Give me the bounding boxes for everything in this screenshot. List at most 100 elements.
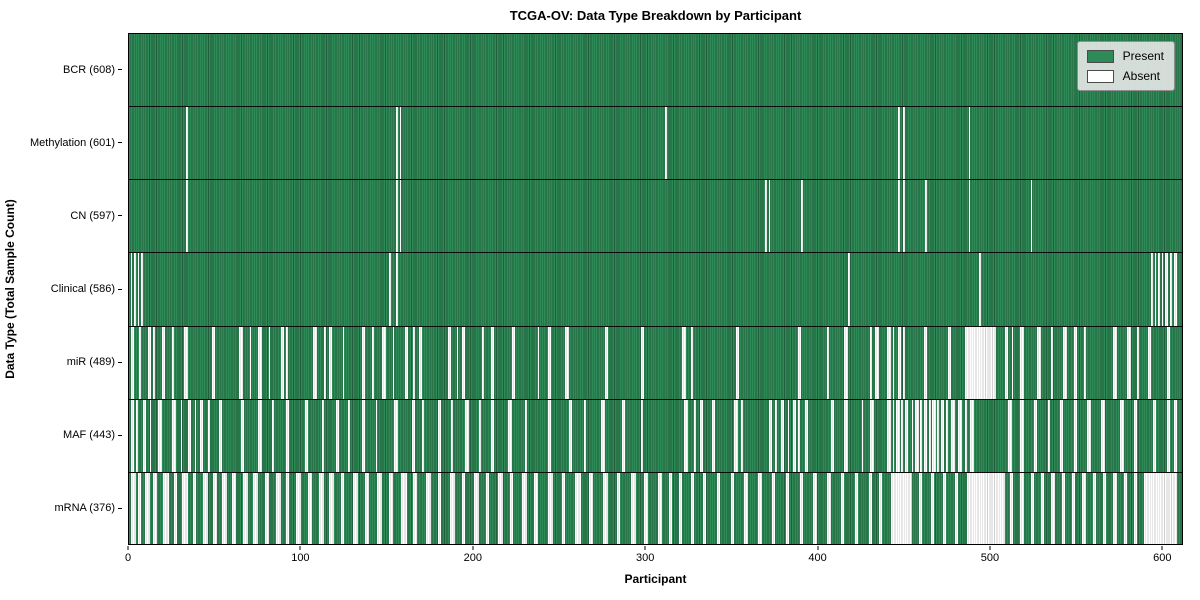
absent-stripe [1147,326,1152,399]
absent-stripe [341,472,345,544]
absent-stripe [413,326,416,399]
absent-stripe [861,399,864,472]
y-tick-label: MAF (443) [63,429,115,442]
x-tick-mark [299,546,301,550]
absent-stripe [547,399,552,472]
absent-stripe [1092,472,1097,544]
absent-stripe [377,472,383,544]
absent-stripe [840,472,845,544]
absent-stripe [968,180,971,253]
absent-stripe [547,472,554,544]
absent-stripe [399,180,402,253]
absent-stripe [144,472,150,544]
absent-stripe [1151,253,1153,326]
absent-stripe [161,326,166,399]
heatmap-row [129,399,1182,473]
y-tick-mark [118,434,122,436]
x-tick-label: 400 [808,552,827,564]
absent-stripe [396,253,398,326]
absent-stripe [285,472,290,544]
y-tick-label: CN (597) [70,209,115,222]
absent-stripe [180,399,183,472]
absent-stripe [658,472,662,544]
absent-stripe [413,472,417,544]
absent-stripe [954,472,959,544]
absent-stripe [1011,326,1014,399]
absent-stripe [461,326,466,399]
absent-stripe [775,399,778,472]
absent-stripe [844,326,848,399]
absent-stripe [575,472,581,544]
absent-stripe [892,326,895,399]
absent-stripe [353,472,359,544]
absent-stripe [630,472,636,544]
heatmap-row [129,107,1182,181]
absent-stripe [272,399,274,472]
absent-stripe [1134,399,1138,472]
absent-stripe [785,472,790,544]
absent-stripe [184,326,188,399]
absent-stripe [768,180,771,253]
absent-stripe [1166,326,1171,399]
legend-item-present: Present [1086,49,1164,63]
absent-stripe [203,472,209,544]
absent-stripe [740,399,743,472]
absent-stripe [918,472,922,544]
absent-stripe [892,399,895,472]
absent-stripe [854,472,859,544]
x-axis-label: Participant [624,572,687,586]
absent-stripe [394,399,398,472]
present-swatch-icon [1086,49,1114,63]
x-axis-ticks: 0 100 200 300 400 500 600 [125,546,1183,566]
absent-stripe [149,399,152,472]
absent-stripe [1137,326,1140,399]
absent-stripe [730,472,735,544]
absent-stripe [389,472,393,544]
absent-stripe [797,399,800,472]
heatmap-row [129,180,1182,254]
absent-stripe [804,399,809,472]
absent-stripe [968,107,971,180]
absent-stripe [451,399,454,472]
absent-stripe [1073,399,1078,472]
absent-stripe [447,326,452,399]
absent-stripe [130,472,136,544]
x-tick-mark [644,546,646,550]
absent-stripe [1173,253,1178,326]
absent-stripe [668,472,672,544]
absent-stripe [1165,253,1169,326]
absent-stripe [335,399,340,472]
absent-stripe [268,326,271,399]
absent-stripe [425,472,431,544]
absent-stripe [304,399,309,472]
absent-stripe [361,326,366,399]
absent-stripe [787,399,790,472]
absent-stripe [1144,472,1178,544]
absent-stripe [509,472,514,544]
heatmap-row [129,472,1182,544]
absent-stripe [187,399,192,472]
absent-stripe [222,472,228,544]
absent-stripe [142,399,147,472]
absent-stripe [465,399,469,472]
absent-stripe [185,107,188,180]
absent-stripe [1020,472,1024,544]
absent-stripe [437,399,441,472]
absent-stripe [172,326,174,399]
absent-stripe [1087,399,1091,472]
absent-stripe [537,326,540,399]
absent-stripe [547,326,552,399]
absent-stripe [285,399,290,472]
absent-stripe [897,180,900,253]
absent-stripe [482,326,485,399]
absent-stripe [930,472,935,544]
absent-stripe [827,326,829,399]
absent-stripe [897,107,900,180]
absent-stripe [418,326,423,399]
x-tick-label: 500 [980,552,1000,564]
absent-stripe [1004,326,1009,399]
absent-stripe [601,399,605,472]
absent-stripe [322,399,324,472]
plot-area: Present Absent [128,33,1183,545]
absent-stripe [382,326,386,399]
